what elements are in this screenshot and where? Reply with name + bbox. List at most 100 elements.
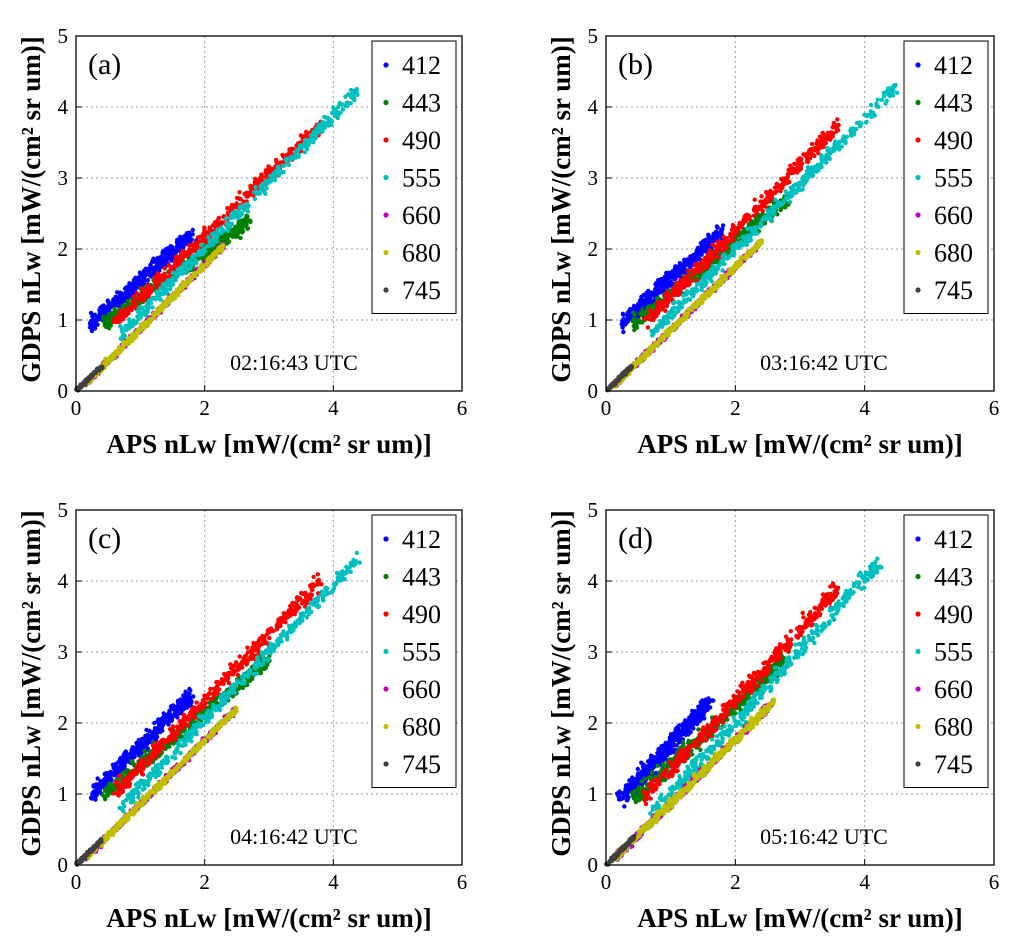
data-point (752, 197, 757, 202)
data-point (719, 243, 724, 249)
data-point (89, 328, 95, 334)
data-point (745, 233, 751, 239)
data-point (730, 244, 736, 250)
data-point (111, 301, 116, 307)
data-point (672, 266, 677, 272)
data-point (710, 256, 715, 262)
data-point (652, 329, 657, 334)
data-point (759, 194, 764, 199)
data-point (160, 282, 165, 287)
legend-entry: 555 (402, 164, 441, 193)
data-point (642, 302, 647, 307)
legend-entry: 490 (402, 126, 441, 155)
data-point (96, 317, 101, 322)
data-point (215, 227, 220, 232)
data-point (672, 277, 678, 282)
data-point (733, 232, 739, 237)
data-point (663, 308, 668, 313)
data-point (740, 234, 745, 240)
data-point (680, 293, 686, 298)
data-point (207, 257, 212, 262)
data-point (758, 222, 764, 228)
data-point (122, 326, 127, 331)
data-point (787, 199, 793, 205)
data-point (354, 86, 359, 92)
data-point (648, 290, 653, 295)
data-point (153, 280, 158, 285)
data-point (111, 354, 117, 360)
data-point (137, 279, 142, 284)
data-point (263, 180, 269, 186)
data-point (138, 305, 143, 310)
data-point (106, 314, 111, 319)
data-point (131, 322, 136, 327)
data-point (699, 260, 704, 265)
data-point (149, 285, 154, 290)
data-point (653, 287, 658, 292)
data-point (138, 314, 144, 319)
data-point (320, 124, 325, 129)
data-point (234, 195, 240, 201)
data-point (293, 155, 298, 160)
y-tick-label: 2 (58, 237, 69, 261)
data-point (868, 102, 874, 108)
data-point (806, 151, 811, 156)
data-point (306, 138, 312, 143)
data-point (134, 285, 140, 290)
data-point (892, 83, 898, 89)
data-point (106, 299, 111, 305)
data-point (160, 303, 165, 309)
data-point (819, 153, 824, 158)
data-point (726, 255, 731, 260)
data-point (162, 266, 167, 271)
data-point (192, 259, 197, 264)
data-point (691, 273, 697, 278)
data-point (304, 146, 310, 152)
panel-label: (a) (88, 48, 121, 81)
data-point (748, 238, 754, 243)
data-point (350, 96, 356, 101)
data-point (745, 226, 750, 232)
data-point (744, 242, 749, 248)
data-point (694, 252, 700, 258)
data-point (162, 250, 168, 255)
data-point (88, 375, 93, 381)
data-point (677, 301, 682, 307)
data-point (634, 325, 640, 330)
data-point (225, 228, 231, 233)
data-point (637, 298, 643, 303)
data-point (216, 215, 222, 221)
data-point (156, 264, 161, 270)
data-point (792, 161, 797, 166)
data-point (800, 176, 805, 181)
data-point (239, 228, 245, 234)
data-point (143, 288, 149, 293)
data-point (214, 236, 219, 242)
data-point (154, 289, 159, 295)
data-point (129, 304, 134, 309)
data-point (708, 267, 713, 273)
data-point (728, 234, 733, 239)
data-point (827, 156, 832, 162)
data-point (276, 171, 281, 176)
data-point (148, 319, 153, 325)
data-point (125, 301, 131, 306)
x-axis-label: APS nLw [mW/(cm² sr um)] (106, 429, 432, 459)
data-point (147, 266, 152, 271)
data-point (718, 261, 723, 267)
data-point (337, 100, 342, 106)
data-point (675, 291, 680, 296)
data-point (264, 186, 269, 191)
data-point (678, 269, 683, 274)
data-point (180, 245, 186, 250)
data-point (170, 245, 175, 250)
data-point (195, 235, 201, 240)
data-point (186, 239, 192, 245)
data-point (656, 290, 661, 296)
data-point (296, 152, 301, 157)
data-point (166, 262, 171, 268)
legend-entry: 680 (402, 239, 441, 268)
data-point (655, 296, 660, 301)
data-point (204, 244, 209, 250)
data-point (822, 133, 827, 138)
